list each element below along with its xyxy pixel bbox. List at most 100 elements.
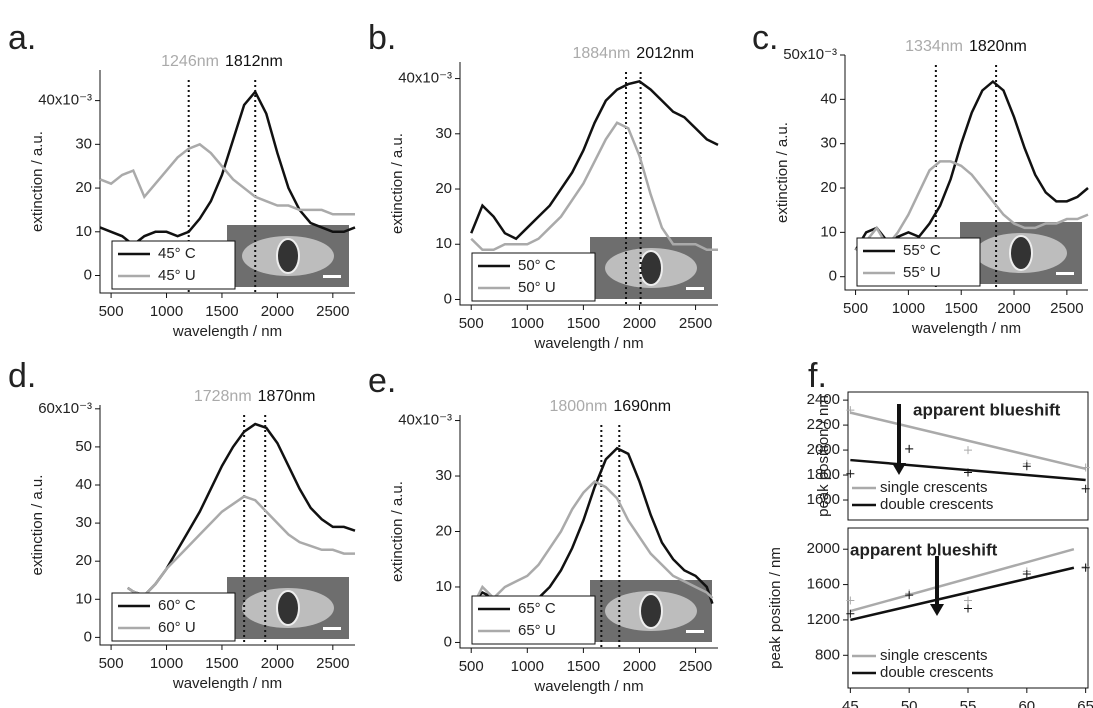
peak-label: 1690nm — [613, 398, 671, 415]
x-axis-label: wavelength / nm — [172, 323, 282, 340]
data-point — [846, 406, 855, 415]
data-point — [1022, 569, 1031, 578]
data-point — [1022, 462, 1031, 471]
y-axis-label: peak position / nm — [815, 395, 832, 517]
y-tick-label: 0 — [84, 628, 92, 645]
y-tick-label: 10 — [820, 223, 837, 240]
x-tick-label: 60 — [1018, 698, 1035, 708]
data-point — [964, 604, 972, 613]
peak-label: 1812nm — [225, 53, 283, 70]
legend-box — [471, 595, 596, 645]
data-point — [964, 468, 972, 477]
x-tick-label: 500 — [99, 655, 124, 672]
data-point — [1081, 463, 1090, 472]
x-tick-label: 500 — [99, 303, 124, 320]
inset-ring — [276, 238, 300, 274]
legend-label: 60° C — [158, 597, 196, 614]
legend-label: 55° C — [903, 242, 941, 259]
inset-ring — [639, 250, 663, 286]
data-point — [1081, 563, 1090, 572]
x-axis-label: wavelength / nm — [172, 675, 282, 692]
legend-label: 60° U — [158, 619, 196, 636]
y-tick-label: 1600 — [807, 576, 840, 593]
data-point — [846, 609, 855, 618]
x-tick-label: 2500 — [679, 315, 712, 332]
inset-ring — [639, 593, 663, 629]
y-axis-label: extinction / a.u. — [389, 133, 406, 234]
peak-label: 1820nm — [969, 38, 1027, 55]
y-tick-label: 30 — [75, 514, 92, 531]
y-tick-label: 10 — [75, 223, 92, 240]
legend-label: 45° C — [158, 245, 196, 262]
legend-label: 65° C — [518, 600, 556, 617]
x-tick-label: 2000 — [261, 303, 294, 320]
y-tick-label: 40x10⁻³ — [38, 92, 92, 109]
y-tick-label: 20 — [820, 179, 837, 196]
legend-box — [111, 592, 236, 642]
legend-label: 50° C — [518, 257, 556, 274]
panel-label: e. — [368, 362, 396, 400]
x-tick-label: 2500 — [1050, 300, 1083, 317]
x-axis-label: wavelength / nm — [911, 320, 1021, 337]
fit-line — [850, 566, 1075, 622]
peak-label: 1334nm — [905, 38, 963, 55]
spectrum-line — [99, 142, 355, 216]
y-tick-label: 30 — [435, 467, 452, 484]
y-tick-label: 2200 — [807, 416, 840, 433]
y-tick-label: 30 — [75, 135, 92, 152]
spectrum-line — [470, 121, 718, 252]
inset-ring — [276, 590, 300, 626]
inset-ring — [1009, 235, 1033, 271]
y-tick-label: 2000 — [807, 540, 840, 557]
x-axis-label: wavelength / nm — [533, 335, 643, 352]
y-tick-label: 0 — [829, 268, 837, 285]
y-tick-label: 0 — [444, 290, 452, 307]
y-tick-label: 60x10⁻³ — [38, 400, 92, 417]
legend-label: 50° U — [518, 279, 556, 296]
peak-label: 1728nm — [194, 388, 252, 405]
panel-label: b. — [368, 19, 396, 57]
arrow-head — [930, 604, 944, 616]
x-tick-label: 1500 — [205, 655, 238, 672]
data-point — [846, 596, 855, 605]
legend-label: double crescents — [880, 664, 993, 681]
y-axis-label: extinction / a.u. — [29, 475, 46, 576]
legend-box — [856, 237, 981, 287]
data-point — [846, 469, 855, 478]
legend-label: 45° U — [158, 267, 196, 284]
fit-line — [850, 548, 1075, 613]
x-tick-label: 45 — [842, 698, 859, 708]
legend-label: double crescents — [880, 496, 993, 513]
y-tick-label: 1800 — [807, 466, 840, 483]
inset-scalebar — [323, 627, 341, 630]
x-tick-label: 1500 — [205, 303, 238, 320]
axis-line — [459, 415, 718, 649]
x-tick-label: 1000 — [511, 315, 544, 332]
y-tick-label: 0 — [444, 633, 452, 650]
peak-label: 1800nm — [549, 398, 607, 415]
y-tick-label: 10 — [435, 235, 452, 252]
axis-line — [844, 55, 1088, 291]
data-point — [905, 591, 914, 600]
y-tick-label: 1200 — [807, 611, 840, 628]
y-tick-label: 20 — [75, 179, 92, 196]
peak-label: 1884nm — [572, 45, 630, 62]
y-tick-label: 50 — [75, 438, 92, 455]
x-tick-label: 2000 — [997, 300, 1030, 317]
y-tick-label: 40 — [820, 90, 837, 107]
y-tick-label: 1600 — [807, 491, 840, 508]
x-tick-label: 1500 — [567, 658, 600, 675]
y-tick-label: 800 — [815, 646, 840, 663]
spectrum-line — [854, 160, 1089, 252]
spectrum-line — [127, 495, 355, 597]
x-tick-label: 1500 — [945, 300, 978, 317]
y-tick-label: 0 — [84, 266, 92, 283]
y-tick-label: 50x10⁻³ — [783, 46, 837, 63]
y-axis-label: peak position / nm — [767, 547, 784, 669]
data-point — [905, 444, 914, 453]
y-axis-label: extinction / a.u. — [389, 481, 406, 582]
x-tick-label: 2000 — [623, 658, 656, 675]
x-axis-label: wavelength / nm — [533, 678, 643, 695]
y-tick-label: 40x10⁻³ — [398, 412, 452, 429]
